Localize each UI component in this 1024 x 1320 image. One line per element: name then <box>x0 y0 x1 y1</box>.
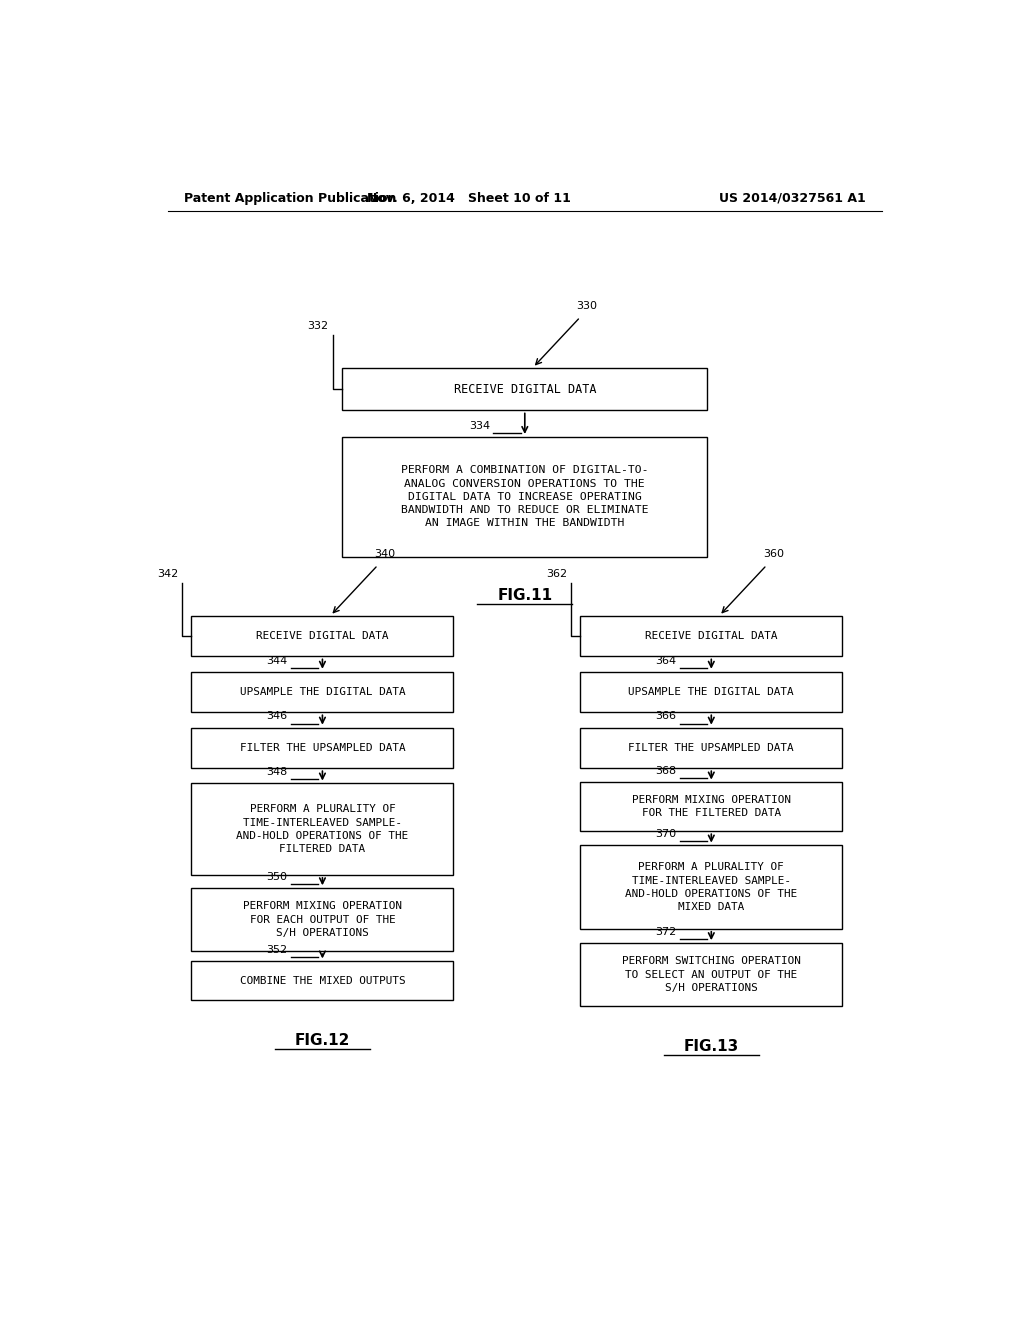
Text: FILTER THE UPSAMPLED DATA: FILTER THE UPSAMPLED DATA <box>240 743 406 752</box>
Text: PERFORM MIXING OPERATION
FOR EACH OUTPUT OF THE
S/H OPERATIONS: PERFORM MIXING OPERATION FOR EACH OUTPUT… <box>243 902 402 939</box>
Text: 372: 372 <box>655 927 677 937</box>
Text: 332: 332 <box>307 321 329 331</box>
Text: FIG.12: FIG.12 <box>295 1034 350 1048</box>
Text: RECEIVE DIGITAL DATA: RECEIVE DIGITAL DATA <box>645 631 777 642</box>
FancyBboxPatch shape <box>581 942 842 1006</box>
Text: 344: 344 <box>266 656 288 665</box>
Text: 348: 348 <box>266 767 288 777</box>
Text: 362: 362 <box>546 569 567 579</box>
FancyBboxPatch shape <box>191 727 454 768</box>
Text: 340: 340 <box>374 549 395 558</box>
Text: COMBINE THE MIXED OUTPUTS: COMBINE THE MIXED OUTPUTS <box>240 975 406 986</box>
Text: Patent Application Publication: Patent Application Publication <box>183 191 396 205</box>
Text: PERFORM A PLURALITY OF
TIME-INTERLEAVED SAMPLE-
AND-HOLD OPERATIONS OF THE
FILTE: PERFORM A PLURALITY OF TIME-INTERLEAVED … <box>237 804 409 854</box>
Text: 366: 366 <box>655 711 677 722</box>
Text: FIG.11: FIG.11 <box>498 587 552 603</box>
Text: 346: 346 <box>266 711 288 722</box>
Text: Nov. 6, 2014   Sheet 10 of 11: Nov. 6, 2014 Sheet 10 of 11 <box>368 191 571 205</box>
Text: PERFORM MIXING OPERATION
FOR THE FILTERED DATA: PERFORM MIXING OPERATION FOR THE FILTERE… <box>632 795 791 818</box>
FancyBboxPatch shape <box>581 783 842 832</box>
FancyBboxPatch shape <box>191 961 454 1001</box>
Text: 330: 330 <box>577 301 597 312</box>
Text: 360: 360 <box>763 549 784 558</box>
Text: PERFORM A COMBINATION OF DIGITAL-TO-
ANALOG CONVERSION OPERATIONS TO THE
DIGITAL: PERFORM A COMBINATION OF DIGITAL-TO- ANA… <box>401 466 648 528</box>
FancyBboxPatch shape <box>191 615 454 656</box>
FancyBboxPatch shape <box>342 437 708 557</box>
FancyBboxPatch shape <box>581 846 842 929</box>
Text: FILTER THE UPSAMPLED DATA: FILTER THE UPSAMPLED DATA <box>629 743 794 752</box>
FancyBboxPatch shape <box>191 784 454 875</box>
Text: PERFORM SWITCHING OPERATION
TO SELECT AN OUTPUT OF THE
S/H OPERATIONS: PERFORM SWITCHING OPERATION TO SELECT AN… <box>622 957 801 993</box>
Text: 368: 368 <box>655 767 677 776</box>
Text: UPSAMPLE THE DIGITAL DATA: UPSAMPLE THE DIGITAL DATA <box>240 686 406 697</box>
FancyBboxPatch shape <box>581 727 842 768</box>
Text: 352: 352 <box>266 945 288 956</box>
FancyBboxPatch shape <box>191 888 454 952</box>
Text: 350: 350 <box>266 873 288 882</box>
Text: RECEIVE DIGITAL DATA: RECEIVE DIGITAL DATA <box>454 383 596 396</box>
Text: 334: 334 <box>469 421 489 430</box>
Text: 364: 364 <box>655 656 677 665</box>
Text: US 2014/0327561 A1: US 2014/0327561 A1 <box>719 191 866 205</box>
Text: 342: 342 <box>157 569 178 579</box>
Text: UPSAMPLE THE DIGITAL DATA: UPSAMPLE THE DIGITAL DATA <box>629 686 794 697</box>
FancyBboxPatch shape <box>342 368 708 411</box>
FancyBboxPatch shape <box>191 672 454 713</box>
Text: 370: 370 <box>655 829 677 840</box>
Text: PERFORM A PLURALITY OF
TIME-INTERLEAVED SAMPLE-
AND-HOLD OPERATIONS OF THE
MIXED: PERFORM A PLURALITY OF TIME-INTERLEAVED … <box>626 862 798 912</box>
Text: RECEIVE DIGITAL DATA: RECEIVE DIGITAL DATA <box>256 631 389 642</box>
FancyBboxPatch shape <box>581 672 842 713</box>
Text: FIG.13: FIG.13 <box>684 1039 739 1055</box>
FancyBboxPatch shape <box>581 615 842 656</box>
